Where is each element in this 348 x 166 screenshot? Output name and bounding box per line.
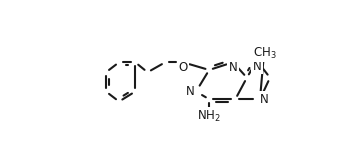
Text: CH$_3$: CH$_3$ bbox=[253, 45, 276, 61]
Text: NH$_2$: NH$_2$ bbox=[197, 109, 221, 124]
Text: N: N bbox=[260, 93, 269, 106]
Text: O: O bbox=[178, 61, 188, 74]
Text: N: N bbox=[253, 60, 261, 73]
Text: N: N bbox=[186, 85, 195, 98]
Text: N: N bbox=[229, 61, 237, 74]
